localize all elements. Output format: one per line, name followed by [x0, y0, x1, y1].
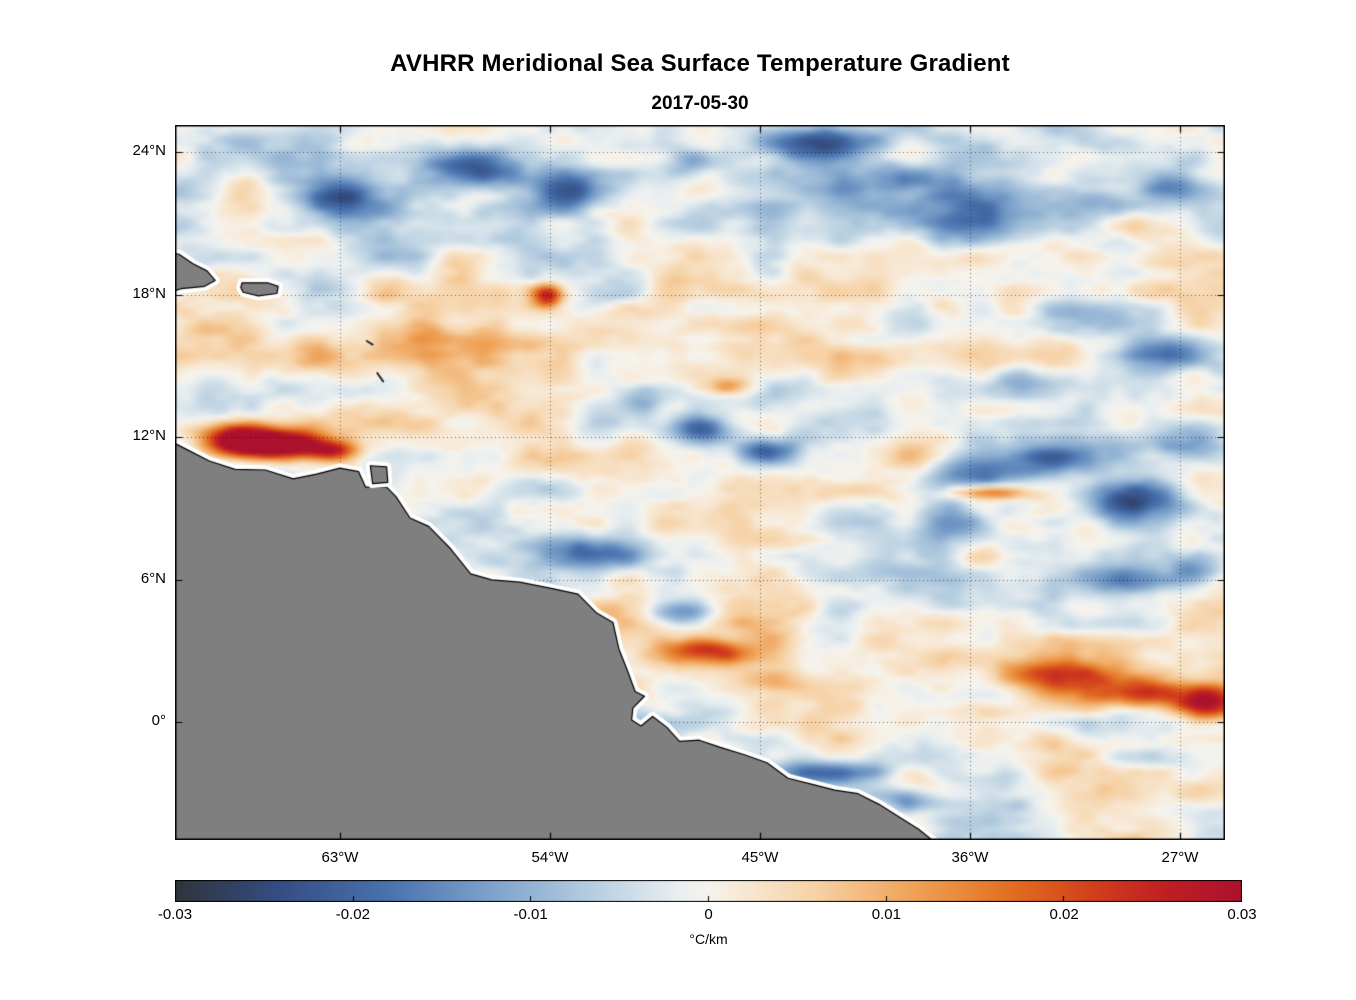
- x-tick-label: 54°W: [531, 849, 569, 866]
- colorbar-unit-label: °C/km: [689, 931, 728, 947]
- map-canvas: [175, 125, 1225, 840]
- x-tick-label: 36°W: [951, 849, 989, 866]
- colorbar-tick-label: 0.01: [871, 906, 901, 923]
- chart-title: AVHRR Meridional Sea Surface Temperature…: [390, 50, 1010, 77]
- x-tick-label: 63°W: [321, 849, 359, 866]
- y-tick-label: 18°N: [132, 284, 166, 302]
- y-tick-label: 12°N: [132, 427, 166, 445]
- x-tick-label: 27°W: [1161, 849, 1199, 866]
- colorbar-tick-label: 0.03: [1227, 906, 1257, 923]
- x-tick-label: 45°W: [741, 849, 779, 866]
- y-tick-label: 6°N: [140, 569, 166, 587]
- colorbar-tick-label: -0.02: [335, 906, 370, 923]
- colorbar-tick-label: 0: [704, 906, 713, 923]
- y-tick-label: 24°N: [132, 142, 166, 160]
- colorbar-canvas: [175, 880, 1242, 902]
- colorbar-tick-label: -0.03: [157, 906, 193, 923]
- colorbar-tick-label: -0.01: [513, 906, 548, 923]
- colorbar-tick-label: 0.02: [1049, 906, 1079, 923]
- y-tick-label: 0°: [151, 712, 166, 730]
- chart-subtitle: 2017-05-30: [651, 93, 749, 114]
